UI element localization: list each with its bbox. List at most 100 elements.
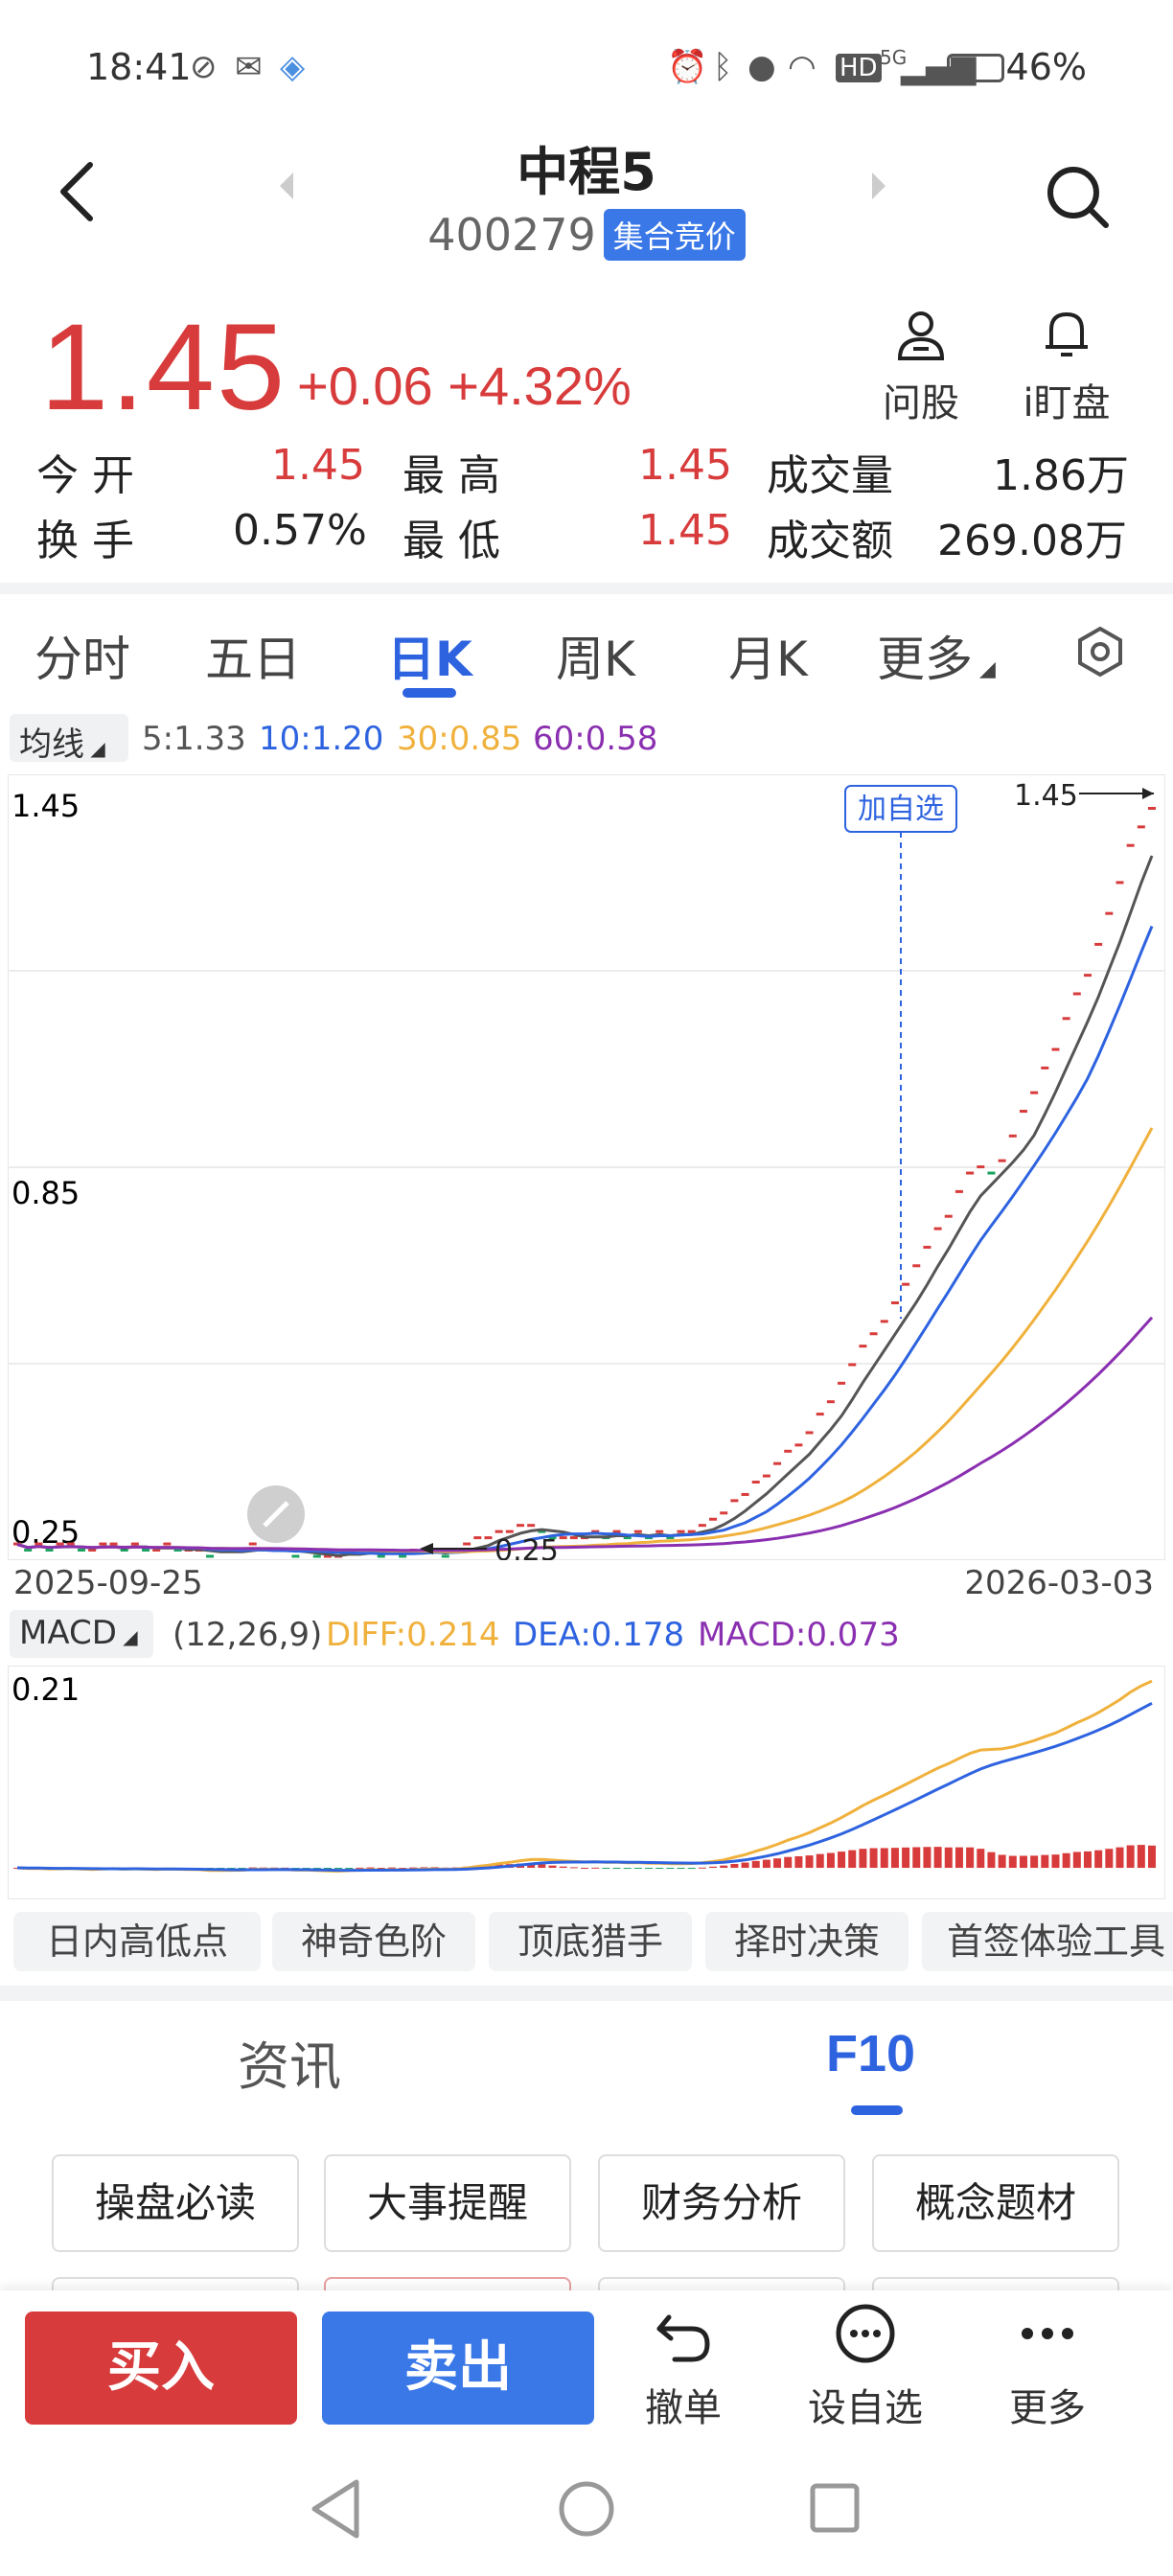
watch-plate-button[interactable]: i盯盘 bbox=[1004, 305, 1129, 427]
candle bbox=[142, 1549, 150, 1552]
ma30-value: 30:0.85 bbox=[397, 720, 522, 758]
open-value: 1.45 bbox=[271, 441, 365, 490]
location-icon: ● bbox=[748, 48, 776, 86]
tab-more-label: 更多 bbox=[877, 632, 973, 687]
settings-button[interactable] bbox=[1073, 625, 1127, 690]
tab-intraday[interactable]: 分时 bbox=[34, 632, 130, 687]
cancel-order-button[interactable]: 撤单 bbox=[611, 2300, 755, 2432]
candle bbox=[559, 1536, 567, 1540]
macd-bar bbox=[612, 1868, 621, 1870]
buy-button[interactable]: 买入 bbox=[25, 2312, 297, 2425]
add-watch-button[interactable]: 设自选 bbox=[794, 2300, 937, 2432]
candle bbox=[527, 1524, 536, 1528]
macd-bar bbox=[751, 1860, 760, 1869]
sell-button[interactable]: 卖出 bbox=[322, 2312, 594, 2425]
nav-home-icon[interactable] bbox=[559, 2481, 614, 2537]
macd-bar bbox=[741, 1862, 749, 1869]
kline-chart[interactable]: 1.45 0.85 0.25 加自选 1.45 0.25 bbox=[7, 773, 1166, 1568]
tab-month-k[interactable]: 月K bbox=[728, 632, 808, 687]
ma5-line bbox=[16, 855, 1154, 1557]
period-tabs: 分时 五日 日K 周K 月K 更多 ◢ bbox=[0, 613, 1173, 700]
candle bbox=[1019, 1110, 1027, 1114]
candle bbox=[591, 1530, 600, 1533]
macd-bar bbox=[1019, 1855, 1027, 1869]
candle bbox=[13, 1542, 21, 1546]
candle bbox=[516, 1524, 524, 1528]
candle bbox=[152, 1549, 161, 1552]
next-stock-arrow[interactable] bbox=[872, 172, 886, 199]
candle bbox=[709, 1517, 718, 1521]
tool-timing[interactable]: 择时决策 bbox=[705, 1912, 908, 1971]
tool-color-scale[interactable]: 神奇色阶 bbox=[272, 1912, 475, 1971]
tool-trial[interactable]: 首签体验工具 bbox=[922, 1912, 1173, 1971]
candle bbox=[505, 1530, 514, 1533]
y-tick-top: 1.45 bbox=[12, 788, 80, 824]
f10-active-indicator bbox=[851, 2105, 903, 2115]
tool-top-bottom[interactable]: 顶底猎手 bbox=[489, 1912, 692, 1971]
macd-bar bbox=[944, 1847, 953, 1869]
candle bbox=[912, 1264, 921, 1268]
cancel-order-label: 撤单 bbox=[645, 2386, 722, 2430]
macd-bar bbox=[838, 1852, 846, 1869]
candle bbox=[773, 1461, 782, 1465]
macd-chart[interactable]: 0.21 bbox=[7, 1665, 1166, 1900]
tab-f10[interactable]: F10 bbox=[826, 2025, 916, 2082]
price-change: +0.06 +4.32% bbox=[297, 355, 632, 417]
candle bbox=[656, 1530, 664, 1533]
undo-icon bbox=[656, 2314, 710, 2362]
macd-bar bbox=[345, 1868, 354, 1870]
change-percent: +4.32% bbox=[448, 356, 632, 416]
macd-bar bbox=[409, 1867, 418, 1869]
wechat-icon: ✉ bbox=[235, 48, 263, 86]
ask-stock-button[interactable]: 问股 bbox=[859, 305, 983, 427]
candle bbox=[933, 1227, 942, 1230]
macd-bar bbox=[633, 1868, 642, 1870]
candle bbox=[120, 1549, 128, 1552]
candle bbox=[109, 1542, 118, 1546]
f10-events[interactable]: 大事提醒 bbox=[324, 2154, 571, 2252]
tab-five-day[interactable]: 五日 bbox=[205, 632, 301, 687]
indicator-selector[interactable]: MACD ◢ bbox=[10, 1610, 153, 1658]
tab-more[interactable]: 更多 ◢ bbox=[877, 621, 996, 690]
f10-concept[interactable]: 概念题材 bbox=[872, 2154, 1119, 2252]
more-button[interactable]: 更多 bbox=[976, 2300, 1119, 2432]
prev-stock-arrow[interactable] bbox=[280, 172, 293, 199]
macd-bar bbox=[334, 1868, 343, 1870]
candle bbox=[163, 1542, 172, 1546]
macd-bar bbox=[1041, 1854, 1049, 1869]
tab-active-indicator bbox=[402, 688, 456, 698]
macd-bar bbox=[602, 1868, 610, 1870]
candle bbox=[34, 1542, 43, 1546]
candle bbox=[399, 1554, 407, 1558]
search-button[interactable] bbox=[1039, 158, 1116, 235]
f10-must-read[interactable]: 操盘必读 bbox=[52, 2154, 299, 2252]
ma-selector[interactable]: 均线 ◢ bbox=[10, 714, 128, 764]
high-value: 1.45 bbox=[638, 441, 732, 490]
back-button[interactable] bbox=[48, 153, 105, 230]
macd-bar bbox=[730, 1863, 739, 1869]
candle bbox=[612, 1530, 621, 1533]
search-icon bbox=[1047, 167, 1109, 228]
f10-finance[interactable]: 财务分析 bbox=[598, 2154, 845, 2252]
tab-news[interactable]: 资讯 bbox=[238, 2036, 341, 2097]
candle bbox=[548, 1536, 557, 1540]
app-icon: ◈ bbox=[280, 48, 306, 86]
tab-day-k[interactable]: 日K bbox=[387, 632, 472, 687]
nav-recents-icon[interactable] bbox=[810, 2483, 860, 2533]
candle bbox=[1137, 825, 1145, 829]
watch-marker-box bbox=[844, 785, 957, 833]
macd-bar bbox=[816, 1853, 824, 1869]
nav-back-icon[interactable] bbox=[311, 2479, 359, 2539]
indicator-label: MACD bbox=[19, 1614, 117, 1652]
candle bbox=[173, 1549, 182, 1552]
macd-bar bbox=[869, 1848, 878, 1869]
candle bbox=[206, 1554, 215, 1558]
tool-intraday-hilo[interactable]: 日内高低点 bbox=[13, 1912, 261, 1971]
tab-week-k[interactable]: 周K bbox=[556, 632, 635, 687]
macd-bar bbox=[762, 1859, 770, 1869]
x-end-date: 2026-03-03 bbox=[964, 1564, 1154, 1602]
candle bbox=[56, 1542, 64, 1546]
watch-marker-label: 加自选 bbox=[858, 793, 944, 826]
network-type: 5G bbox=[880, 46, 908, 69]
candle bbox=[838, 1381, 846, 1385]
